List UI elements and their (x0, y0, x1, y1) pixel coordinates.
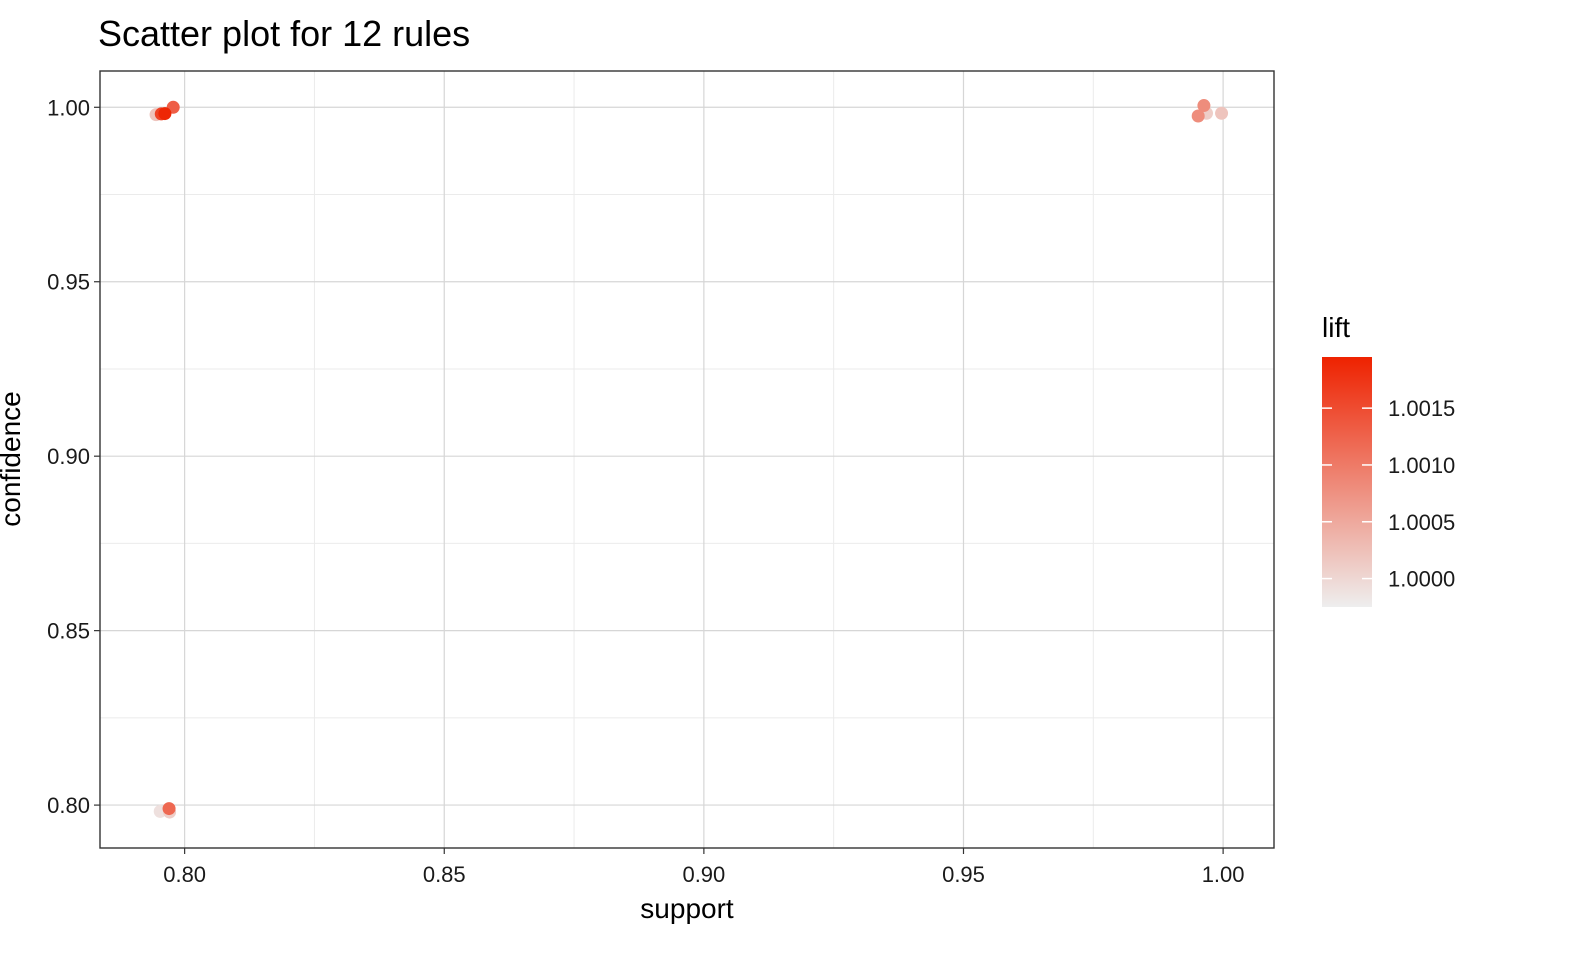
scatter-point (162, 802, 176, 816)
legend-colorbar (1322, 357, 1372, 607)
y-tick-label: 1.00 (47, 95, 90, 120)
scatter-point (1197, 99, 1211, 113)
legend-tick-label: 1.0005 (1388, 510, 1455, 535)
color-legend: lift 1.0000 1.0005 1.0010 1.0015 (1322, 312, 1455, 607)
y-tick-label: 0.85 (47, 619, 90, 644)
legend-tick-label: 1.0010 (1388, 453, 1455, 478)
x-tick-label: 0.95 (942, 862, 985, 887)
x-tick-label: 0.80 (163, 862, 206, 887)
scatter-point (158, 107, 172, 121)
grid (100, 71, 1274, 848)
scatter-point (1215, 106, 1229, 120)
scatter-point (1191, 109, 1205, 123)
chart-title: Scatter plot for 12 rules (98, 13, 470, 54)
legend-ticks: 1.0000 1.0005 1.0010 1.0015 (1322, 396, 1455, 592)
plot-panel-border (99, 70, 1275, 849)
data-points (149, 99, 1229, 819)
y-axis-title: confidence (0, 391, 26, 526)
legend-title: lift (1322, 312, 1350, 343)
x-axis-title: support (640, 893, 734, 924)
y-tick-label: 0.90 (47, 444, 90, 469)
x-tick-label: 0.90 (682, 862, 725, 887)
legend-tick-label: 1.0000 (1388, 567, 1455, 592)
x-tick-label: 1.00 (1202, 862, 1245, 887)
legend-tick-label: 1.0015 (1388, 396, 1455, 421)
x-tick-label: 0.85 (423, 862, 466, 887)
y-tick-label: 0.80 (47, 793, 90, 818)
y-tick-label: 0.95 (47, 270, 90, 295)
axis-ticks: 0.80 0.85 0.90 0.95 1.00 0.80 0.85 0.90 0.95 1.00 (47, 95, 1244, 887)
